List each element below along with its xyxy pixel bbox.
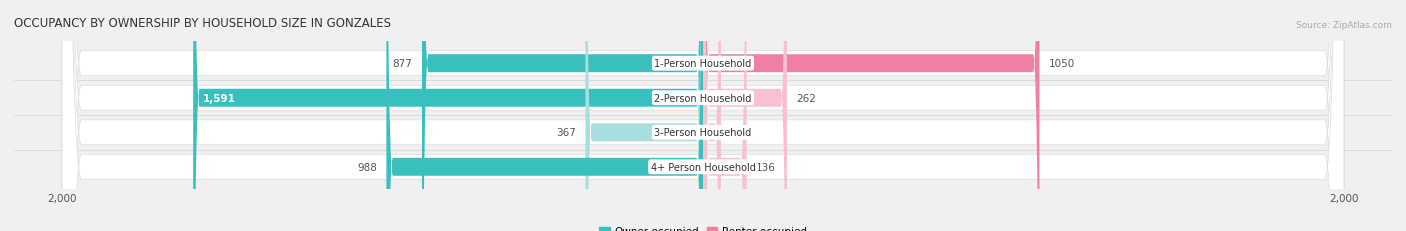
FancyBboxPatch shape [62, 0, 1344, 231]
Text: 1050: 1050 [1049, 59, 1076, 69]
Text: 2-Person Household: 2-Person Household [654, 93, 752, 103]
Text: 262: 262 [797, 93, 817, 103]
FancyBboxPatch shape [703, 0, 747, 231]
FancyBboxPatch shape [703, 0, 1039, 231]
Text: 4+ Person Household: 4+ Person Household [651, 162, 755, 172]
FancyBboxPatch shape [62, 0, 1344, 231]
FancyBboxPatch shape [62, 0, 1344, 231]
Text: 3-Person Household: 3-Person Household [654, 128, 752, 138]
FancyBboxPatch shape [387, 0, 703, 231]
FancyBboxPatch shape [62, 0, 1344, 231]
Text: 1,591: 1,591 [202, 93, 236, 103]
FancyBboxPatch shape [585, 0, 703, 231]
FancyBboxPatch shape [422, 0, 703, 231]
Text: OCCUPANCY BY OWNERSHIP BY HOUSEHOLD SIZE IN GONZALES: OCCUPANCY BY OWNERSHIP BY HOUSEHOLD SIZE… [14, 17, 391, 30]
Legend: Owner-occupied, Renter-occupied: Owner-occupied, Renter-occupied [595, 222, 811, 231]
FancyBboxPatch shape [703, 0, 787, 231]
Text: 877: 877 [392, 59, 412, 69]
Text: 56: 56 [731, 128, 744, 138]
FancyBboxPatch shape [703, 0, 721, 231]
Text: 988: 988 [357, 162, 377, 172]
Text: 367: 367 [555, 128, 576, 138]
FancyBboxPatch shape [193, 0, 703, 231]
Text: Source: ZipAtlas.com: Source: ZipAtlas.com [1296, 21, 1392, 30]
Text: 136: 136 [756, 162, 776, 172]
Text: 1-Person Household: 1-Person Household [654, 59, 752, 69]
